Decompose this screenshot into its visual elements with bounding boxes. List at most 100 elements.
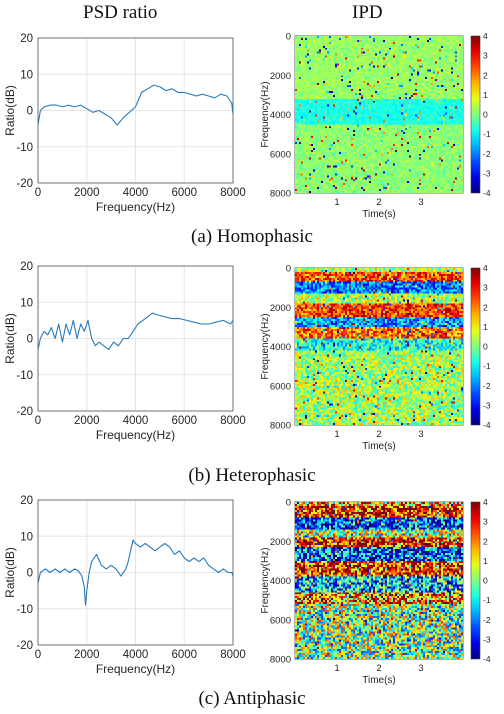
y-tick-label: -20 bbox=[16, 640, 33, 652]
colorbar-tick-label: -4 bbox=[483, 420, 491, 430]
y-tick-label: 4000 bbox=[270, 576, 291, 587]
psd-ratio-series bbox=[37, 312, 234, 350]
colorbar-tick-label: -4 bbox=[483, 654, 491, 664]
y-tick-label: 2000 bbox=[270, 537, 291, 548]
x-axis-label: Time(s) bbox=[362, 675, 396, 686]
colorbar-tick-label: 1 bbox=[483, 556, 488, 566]
colorbar-tick-label: -3 bbox=[483, 634, 491, 644]
x-tick-label: 2 bbox=[376, 197, 381, 208]
y-tick-label: -20 bbox=[16, 406, 33, 418]
y-tick-label: 8000 bbox=[270, 421, 291, 432]
y-tick-label: 20 bbox=[20, 495, 33, 507]
x-tick-label: 0 bbox=[35, 649, 41, 661]
colorbar-tick-label: -2 bbox=[483, 615, 491, 625]
x-tick-label: 3 bbox=[418, 663, 423, 674]
psd-ratio-plot-heterophasic: 0 2000 4000 6000 8000 20 10 0 -10 -20 Frequency(Hz… bbox=[3, 261, 246, 442]
y-tick-label: 0 bbox=[286, 264, 291, 275]
x-tick-label: 3 bbox=[418, 429, 423, 440]
colorbar-tick-label: -3 bbox=[483, 168, 491, 178]
y-tick-label: -20 bbox=[16, 178, 33, 190]
y-tick-label: 8000 bbox=[270, 655, 291, 666]
x-tick-label: 0 bbox=[35, 187, 41, 199]
ipd-heatmap-cells bbox=[295, 502, 463, 659]
colorbar-tick-label: 2 bbox=[483, 70, 488, 80]
x-tick-label: 2 bbox=[376, 429, 381, 440]
y-tick-label: 20 bbox=[20, 33, 33, 45]
x-axis-label: Time(s) bbox=[362, 209, 396, 220]
ipd-heatmap-heterophasic: 0 2000 4000 6000 8000 1 2 3 Time(s) Frequency(Hz)… bbox=[260, 263, 491, 452]
x-tick-label: 8000 bbox=[220, 187, 246, 199]
x-tick-label: 4000 bbox=[123, 649, 149, 661]
caption-homophasic: (a) Homophasic bbox=[191, 226, 313, 247]
y-tick-label: 6000 bbox=[270, 381, 291, 392]
x-tick-label: 6000 bbox=[171, 649, 197, 661]
colorbar-tick-label: -1 bbox=[483, 129, 491, 139]
x-tick-label: 2000 bbox=[74, 415, 100, 427]
colorbar-tick-label: 2 bbox=[483, 302, 488, 312]
colorbar-tick-label: -4 bbox=[483, 188, 491, 198]
x-tick-label: 4000 bbox=[123, 415, 149, 427]
colorbar bbox=[470, 267, 481, 426]
x-tick-label: 8000 bbox=[220, 649, 246, 661]
x-axis-label: Frequency(Hz) bbox=[96, 662, 175, 676]
y-tick-label: 4000 bbox=[270, 342, 291, 353]
ipd-heatmap-cells bbox=[295, 268, 463, 425]
y-tick-label: 0 bbox=[286, 498, 291, 509]
y-tick-label: 0 bbox=[27, 106, 33, 118]
colorbar-tick-label: 3 bbox=[483, 517, 488, 527]
x-tick-label: 2000 bbox=[74, 187, 100, 199]
y-axis-label: Frequency(Hz) bbox=[260, 313, 271, 379]
x-tick-label: 4000 bbox=[123, 187, 149, 199]
colorbar-tick-label: 4 bbox=[483, 31, 488, 41]
y-tick-label: 0 bbox=[286, 32, 291, 43]
colorbar bbox=[470, 35, 481, 194]
colorbar-tick-label: 1 bbox=[483, 322, 488, 332]
colorbar-tick-label: 0 bbox=[483, 110, 488, 120]
x-tick-label: 1 bbox=[334, 197, 339, 208]
ipd-heatmap-cells bbox=[295, 36, 463, 193]
y-axis-label: Ratio(dB) bbox=[3, 313, 17, 364]
plot-frame bbox=[37, 499, 234, 646]
colorbar-tick-label: -1 bbox=[483, 595, 491, 605]
x-tick-label: 1 bbox=[334, 429, 339, 440]
plot-frame bbox=[37, 265, 234, 412]
x-tick-label: 3 bbox=[418, 197, 423, 208]
colorbar-tick-label: 3 bbox=[483, 51, 488, 61]
y-axis-label: Ratio(dB) bbox=[3, 85, 17, 136]
psd-ratio-series bbox=[37, 539, 234, 606]
y-tick-label: -10 bbox=[16, 604, 33, 616]
colorbar-tick-label: -2 bbox=[483, 381, 491, 391]
x-tick-label: 8000 bbox=[220, 415, 246, 427]
y-axis-label: Ratio(dB) bbox=[3, 547, 17, 598]
y-tick-label: 6000 bbox=[270, 149, 291, 160]
psd-ratio-plot-homophasic: 0 2000 4000 6000 8000 20 10 0 -10 -20 Frequency(Hz… bbox=[3, 33, 246, 214]
psd-column-header: PSD ratio bbox=[83, 2, 158, 23]
colorbar-tick-label: 0 bbox=[483, 342, 488, 352]
y-tick-label: 8000 bbox=[270, 189, 291, 200]
x-axis-label: Frequency(Hz) bbox=[96, 428, 175, 442]
y-tick-label: 2000 bbox=[270, 303, 291, 314]
y-tick-label: -10 bbox=[16, 142, 33, 154]
y-tick-label: -10 bbox=[16, 370, 33, 382]
x-tick-label: 6000 bbox=[171, 415, 197, 427]
colorbar-tick-label: 4 bbox=[483, 263, 488, 273]
y-tick-label: 4000 bbox=[270, 110, 291, 121]
psd-ratio-plot-antiphasic: 0 2000 4000 6000 8000 20 10 0 -10 -20 Frequency(Hz… bbox=[3, 495, 246, 676]
x-tick-label: 6000 bbox=[171, 187, 197, 199]
caption-heterophasic: (b) Heterophasic bbox=[188, 465, 316, 486]
ipd-column-header: IPD bbox=[352, 2, 383, 23]
x-tick-label: 2 bbox=[376, 663, 381, 674]
colorbar-tick-label: -1 bbox=[483, 361, 491, 371]
y-axis-label: Frequency(Hz) bbox=[260, 81, 271, 147]
y-tick-label: 0 bbox=[27, 568, 33, 580]
colorbar-tick-label: 4 bbox=[483, 497, 488, 507]
y-tick-label: 10 bbox=[20, 531, 33, 543]
x-axis-label: Time(s) bbox=[362, 441, 396, 452]
colorbar-tick-label: 2 bbox=[483, 536, 488, 546]
y-tick-label: 10 bbox=[20, 69, 33, 81]
colorbar-tick-label: -3 bbox=[483, 400, 491, 410]
caption-antiphasic: (c) Antiphasic bbox=[198, 688, 306, 709]
y-axis-label: Frequency(Hz) bbox=[260, 547, 271, 613]
y-tick-label: 2000 bbox=[270, 71, 291, 82]
colorbar-tick-label: 0 bbox=[483, 576, 488, 586]
